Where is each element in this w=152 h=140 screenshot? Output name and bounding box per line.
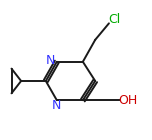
Text: OH: OH	[118, 94, 137, 107]
Text: Cl: Cl	[108, 13, 121, 26]
Text: N: N	[46, 54, 55, 67]
Text: N: N	[52, 99, 61, 112]
